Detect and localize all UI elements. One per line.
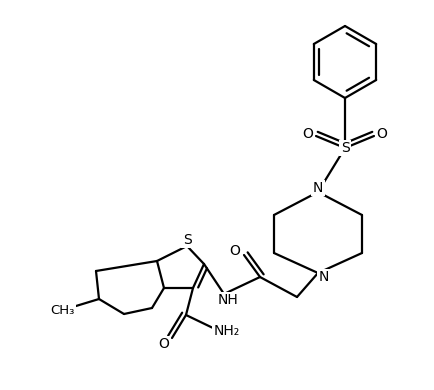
Text: N: N bbox=[313, 181, 323, 195]
Text: O: O bbox=[230, 244, 240, 258]
Text: N: N bbox=[319, 270, 329, 284]
Text: NH₂: NH₂ bbox=[214, 324, 240, 338]
Text: O: O bbox=[377, 127, 388, 141]
Text: O: O bbox=[302, 127, 313, 141]
Text: O: O bbox=[158, 337, 169, 351]
Text: CH₃: CH₃ bbox=[50, 303, 74, 317]
Text: NH: NH bbox=[217, 293, 238, 307]
Text: S: S bbox=[341, 141, 349, 155]
Text: S: S bbox=[183, 233, 191, 247]
